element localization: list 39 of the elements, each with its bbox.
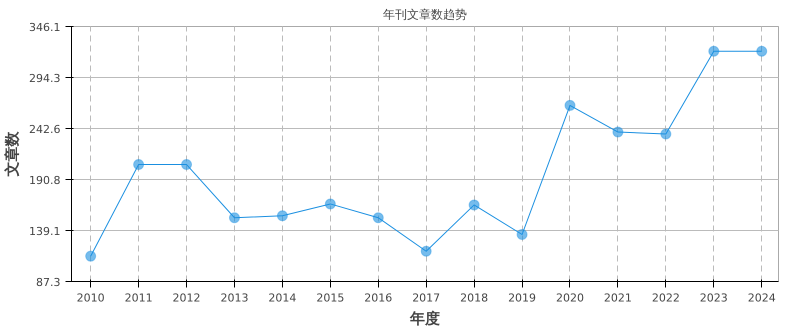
x-tick-label: 2017 — [412, 292, 440, 304]
x-tick-label: 2019 — [508, 292, 536, 304]
x-tick-label: 2012 — [172, 292, 201, 304]
y-tick-label: 346.1 — [29, 21, 61, 34]
x-tick-label: 2023 — [700, 292, 728, 304]
x-tick-label: 2013 — [220, 292, 248, 304]
point — [133, 159, 144, 170]
point — [85, 250, 96, 262]
y-tick-label: 242.6 — [29, 122, 61, 136]
y-tick-label: 190.8 — [29, 174, 61, 188]
point — [708, 46, 720, 57]
chart-title: 年刊文章数趋势 — [383, 8, 467, 22]
y-axis-title: 文章数 — [3, 130, 22, 178]
point — [564, 100, 576, 111]
point — [516, 229, 528, 240]
x-tick-label: 2010 — [76, 292, 105, 304]
point — [420, 246, 432, 257]
x-axis-title: 年度 — [409, 310, 440, 328]
point — [228, 212, 240, 224]
y-tick-label: 294.3 — [29, 72, 61, 86]
y-tick-label: 87.3 — [36, 276, 61, 289]
x-tick-label: 2014 — [268, 292, 296, 304]
x-tick-label: 2024 — [748, 292, 776, 304]
point — [468, 199, 480, 210]
point — [756, 46, 768, 57]
x-tick-label: 2018 — [460, 292, 488, 304]
point — [372, 212, 384, 224]
x-tick-label: 2021 — [604, 292, 632, 304]
x-tick-label: 2016 — [364, 292, 392, 304]
x-tick-label: 2011 — [124, 292, 153, 304]
point — [181, 159, 192, 170]
point — [612, 126, 624, 138]
point — [660, 128, 672, 140]
y-tick-label: 139.1 — [29, 224, 61, 238]
x-tick-label: 2022 — [652, 292, 680, 304]
x-tick-label: 2020 — [556, 292, 584, 304]
point — [276, 210, 288, 222]
point — [324, 198, 336, 210]
x-tick-label: 2015 — [316, 292, 344, 304]
